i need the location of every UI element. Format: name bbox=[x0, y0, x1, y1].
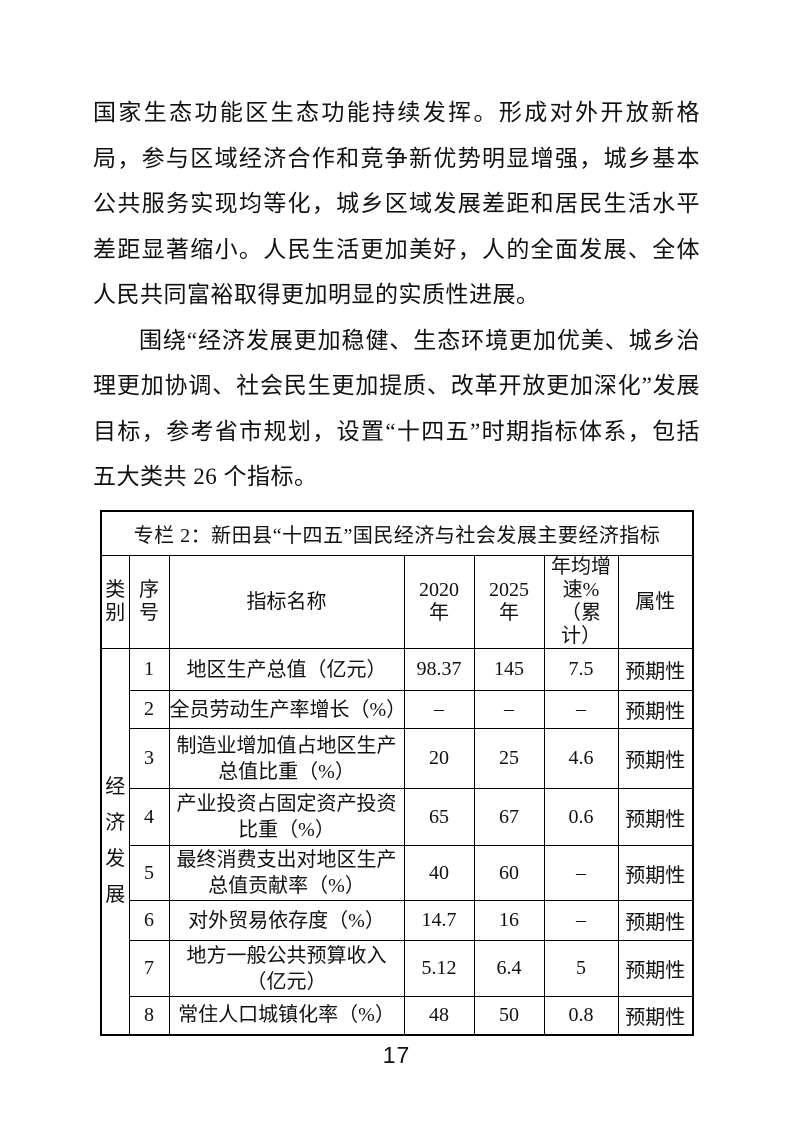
cell-value-2020: 20 bbox=[403, 728, 475, 789]
cell-value-2025: 25 bbox=[473, 728, 545, 789]
cell-growth-rate: 0.6 bbox=[543, 788, 619, 846]
cell-value-2020: 5.12 bbox=[403, 940, 475, 997]
cell-indicator-name: 最终消费支出对地区生产总值贡献率（%） bbox=[168, 845, 405, 901]
col-header-category: 类 别 bbox=[100, 555, 130, 649]
cell-index: 3 bbox=[128, 728, 170, 789]
col-header-name: 指标名称 bbox=[168, 555, 405, 649]
cell-index: 2 bbox=[128, 690, 170, 729]
cell-index: 8 bbox=[128, 996, 170, 1035]
cell-value-2020: 48 bbox=[403, 996, 475, 1035]
page-content: 国家生态功能区生态功能持续发挥。形成对外开放新格局，参与区域经济合作和竞争新优势… bbox=[93, 90, 700, 1036]
table-title-row: 专栏 2：新田县“十四五”国民经济与社会发展主要经济指标 bbox=[100, 510, 694, 556]
table-row: 8 常住人口城镇化率（%） 48 50 0.8 预期性 bbox=[101, 996, 694, 1035]
cell-growth-rate: – bbox=[543, 900, 619, 941]
col-header-2025: 2025 年 bbox=[473, 555, 545, 649]
cell-attribute: 预期性 bbox=[617, 648, 694, 691]
cell-attribute: 预期性 bbox=[617, 940, 694, 997]
cell-indicator-name: 全员劳动生产率增长（%） bbox=[168, 690, 406, 729]
cell-value-2025: 60 bbox=[473, 845, 545, 901]
cell-growth-rate: – bbox=[543, 845, 619, 901]
table-header-row: 类 别 序 号 指标名称 2020 年 2025 年 年均增 速%（累 计） 属… bbox=[100, 555, 694, 649]
table-row: 5 最终消费支出对地区生产总值贡献率（%） 40 60 – 预期性 bbox=[101, 845, 694, 901]
cell-indicator-name: 常住人口城镇化率（%） bbox=[168, 996, 405, 1035]
cell-growth-rate: 0.8 bbox=[543, 996, 619, 1035]
cell-index: 4 bbox=[128, 788, 170, 846]
cell-indicator-name: 对外贸易依存度（%） bbox=[168, 900, 405, 941]
cell-indicator-name: 产业投资占固定资产投资比重（%） bbox=[168, 788, 405, 846]
cell-value-2025: 50 bbox=[473, 996, 545, 1035]
col-header-index: 序 号 bbox=[128, 555, 170, 649]
cell-attribute: 预期性 bbox=[617, 788, 694, 846]
table-row: 6 对外贸易依存度（%） 14.7 16 – 预期性 bbox=[101, 900, 694, 941]
body-paragraph-2: 围绕“经济发展更加稳健、生态环境更加优美、城乡治理更加协调、社会民生更加提质、改… bbox=[93, 327, 700, 490]
col-header-2020: 2020 年 bbox=[403, 555, 475, 649]
cell-attribute: 预期性 bbox=[617, 900, 694, 941]
cell-growth-rate: 5 bbox=[543, 940, 619, 997]
col-header-attribute: 属性 bbox=[617, 555, 694, 649]
cell-value-2020: 14.7 bbox=[403, 900, 475, 941]
cell-attribute: 预期性 bbox=[617, 996, 694, 1035]
cell-value-2025: 67 bbox=[473, 788, 545, 846]
cell-index: 7 bbox=[128, 940, 170, 997]
cell-attribute: 预期性 bbox=[617, 690, 694, 729]
page-number: 17 bbox=[382, 1042, 411, 1068]
cell-value-2020: 65 bbox=[403, 788, 475, 846]
cell-growth-rate: 4.6 bbox=[543, 728, 619, 789]
cell-value-2020: 98.37 bbox=[403, 648, 475, 691]
cell-attribute: 预期性 bbox=[617, 845, 694, 901]
cell-index: 6 bbox=[128, 900, 170, 941]
cell-value-2025: – bbox=[473, 690, 545, 729]
cell-index: 1 bbox=[128, 648, 170, 691]
cell-growth-rate: – bbox=[543, 690, 619, 729]
cell-value-2025: 6.4 bbox=[473, 940, 545, 997]
table-row: 经 济 发 展 1 地区生产总值（亿元） 98.37 145 7.5 预期性 bbox=[100, 648, 694, 1035]
cell-index: 5 bbox=[128, 845, 170, 901]
cell-attribute: 预期性 bbox=[617, 728, 694, 789]
category-cell-economic-development: 经 济 发 展 bbox=[100, 648, 130, 1035]
cell-value-2025: 16 bbox=[473, 900, 545, 941]
table-title: 专栏 2：新田县“十四五”国民经济与社会发展主要经济指标 bbox=[100, 510, 694, 556]
economic-indicators-table: 专栏 2：新田县“十四五”国民经济与社会发展主要经济指标 类 别 序 号 指标名… bbox=[100, 509, 695, 1036]
cell-value-2020: – bbox=[403, 690, 475, 729]
cell-indicator-name: 地方一般公共预算收入（亿元） bbox=[168, 940, 405, 997]
table-row: 4 产业投资占固定资产投资比重（%） 65 67 0.6 预期性 bbox=[101, 788, 694, 846]
cell-indicator-name: 制造业增加值占地区生产总值比重（%） bbox=[168, 728, 405, 789]
table-row: 7 地方一般公共预算收入（亿元） 5.12 6.4 5 预期性 bbox=[101, 940, 694, 997]
body-paragraph-1: 国家生态功能区生态功能持续发挥。形成对外开放新格局，参与区域经济合作和竞争新优势… bbox=[93, 100, 700, 307]
col-header-growth: 年均增 速%（累 计） bbox=[543, 555, 619, 649]
cell-indicator-name: 地区生产总值（亿元） bbox=[168, 648, 405, 691]
cell-growth-rate: 7.5 bbox=[543, 648, 619, 691]
cell-value-2020: 40 bbox=[403, 845, 475, 901]
table-row: 3 制造业增加值占地区生产总值比重（%） 20 25 4.6 预期性 bbox=[101, 728, 694, 789]
cell-value-2025: 145 bbox=[473, 648, 545, 691]
table-row: 2 全员劳动生产率增长（%） – – – 预期性 bbox=[101, 690, 694, 729]
